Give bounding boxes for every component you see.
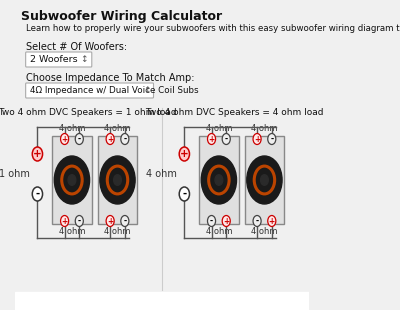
Text: Select # Of Woofers:: Select # Of Woofers: xyxy=(26,42,128,52)
Circle shape xyxy=(75,134,83,144)
Text: 4Ω Impedance w/ Dual Voice Coil Subs: 4Ω Impedance w/ Dual Voice Coil Subs xyxy=(30,86,199,95)
Circle shape xyxy=(75,215,83,227)
Circle shape xyxy=(106,215,114,227)
Circle shape xyxy=(260,175,268,185)
Circle shape xyxy=(215,175,223,185)
Circle shape xyxy=(201,156,236,204)
Text: +: + xyxy=(269,216,275,225)
Text: Two 4 ohm DVC Speakers = 1 ohm load: Two 4 ohm DVC Speakers = 1 ohm load xyxy=(0,108,177,117)
Bar xyxy=(199,136,239,224)
Circle shape xyxy=(268,215,276,227)
Circle shape xyxy=(54,156,90,204)
Circle shape xyxy=(32,187,42,201)
Text: 4 ohm: 4 ohm xyxy=(59,124,85,133)
Text: Learn how to properly wire your subwoofers with this easy subwoofer wiring diagr: Learn how to properly wire your subwoofe… xyxy=(26,24,400,33)
Text: +: + xyxy=(223,216,229,225)
Text: 4 ohm: 4 ohm xyxy=(206,124,232,133)
Text: 2 Woofers: 2 Woofers xyxy=(30,55,78,64)
Circle shape xyxy=(60,134,69,144)
Text: +: + xyxy=(62,135,68,144)
Text: +: + xyxy=(107,216,113,225)
Text: Choose Impedance To Match Amp:: Choose Impedance To Match Amp: xyxy=(26,73,195,83)
Circle shape xyxy=(121,215,129,227)
Circle shape xyxy=(253,134,261,144)
Text: 4 ohm: 4 ohm xyxy=(251,124,278,133)
Circle shape xyxy=(68,175,76,185)
Text: 1 ohm: 1 ohm xyxy=(0,169,30,179)
Text: 4 ohm: 4 ohm xyxy=(251,227,278,236)
Text: -: - xyxy=(123,135,126,144)
Text: +: + xyxy=(107,135,113,144)
Text: Two 4 ohm DVC Speakers = 4 ohm load: Two 4 ohm DVC Speakers = 4 ohm load xyxy=(145,108,324,117)
Text: 4 ohm: 4 ohm xyxy=(104,124,131,133)
Circle shape xyxy=(208,134,216,144)
Text: +: + xyxy=(33,149,42,159)
Circle shape xyxy=(247,156,282,204)
Text: -: - xyxy=(210,216,213,225)
Text: 4 ohm: 4 ohm xyxy=(206,227,232,236)
Text: 4 ohm: 4 ohm xyxy=(104,227,131,236)
Circle shape xyxy=(179,187,190,201)
Circle shape xyxy=(114,175,121,185)
Text: -: - xyxy=(78,135,81,144)
Text: ↕: ↕ xyxy=(143,86,150,95)
Circle shape xyxy=(268,134,276,144)
Text: +: + xyxy=(208,135,215,144)
Text: +: + xyxy=(62,216,68,225)
Text: +: + xyxy=(180,149,189,159)
Text: 4 ohm: 4 ohm xyxy=(146,169,177,179)
Text: -: - xyxy=(270,135,273,144)
Circle shape xyxy=(222,215,230,227)
FancyBboxPatch shape xyxy=(26,52,92,67)
Bar xyxy=(98,136,137,224)
Bar xyxy=(15,292,309,310)
Circle shape xyxy=(253,215,261,227)
Bar xyxy=(52,136,92,224)
Text: ↕: ↕ xyxy=(81,55,88,64)
Circle shape xyxy=(208,215,216,227)
Text: -: - xyxy=(225,135,228,144)
Text: -: - xyxy=(123,216,126,225)
Circle shape xyxy=(179,147,190,161)
Circle shape xyxy=(222,134,230,144)
Text: -: - xyxy=(182,189,186,199)
Circle shape xyxy=(106,134,114,144)
Circle shape xyxy=(121,134,129,144)
Circle shape xyxy=(100,156,135,204)
Text: -: - xyxy=(35,189,40,199)
FancyBboxPatch shape xyxy=(26,83,154,98)
Circle shape xyxy=(60,215,69,227)
Text: -: - xyxy=(78,216,81,225)
Text: +: + xyxy=(254,135,260,144)
Text: Subwoofer Wiring Calculator: Subwoofer Wiring Calculator xyxy=(21,10,222,23)
Circle shape xyxy=(32,147,42,161)
Bar xyxy=(244,136,284,224)
Text: -: - xyxy=(256,216,259,225)
Text: 4 ohm: 4 ohm xyxy=(59,227,85,236)
